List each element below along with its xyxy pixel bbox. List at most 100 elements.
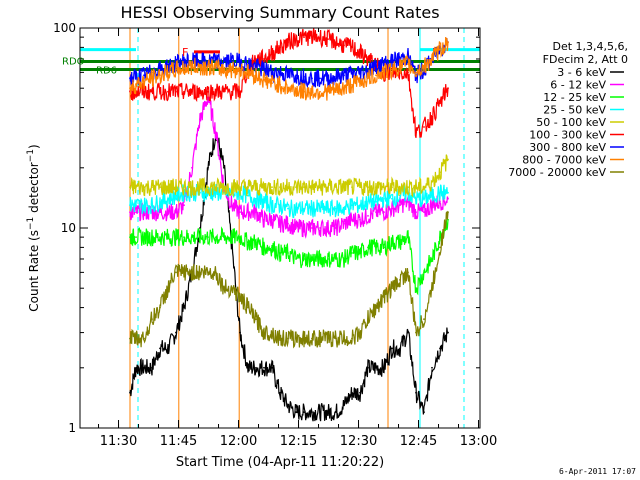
data-point [255, 211, 257, 214]
data-point [143, 74, 145, 77]
data-point [295, 38, 297, 41]
data-point [271, 331, 273, 334]
data-point [303, 207, 305, 210]
data-point [359, 52, 361, 54]
data-point [287, 74, 289, 77]
data-point [143, 186, 145, 189]
data-point [223, 186, 225, 189]
data-point [271, 218, 273, 221]
data-point [215, 186, 217, 189]
data-point [207, 166, 209, 169]
data-point [439, 236, 441, 239]
data-point [367, 214, 369, 217]
data-point [151, 204, 153, 207]
legend-entry-label: 50 - 100 keV [536, 116, 606, 129]
data-point [375, 246, 377, 249]
data-point [263, 246, 265, 249]
legend-entry-label: 25 - 50 keV [543, 104, 606, 117]
data-point [423, 411, 425, 414]
data-point [351, 391, 353, 394]
data-point [423, 271, 425, 274]
data-point [199, 186, 201, 189]
data-point [247, 366, 249, 369]
x-tick-label: 11:30 [100, 434, 137, 449]
data-point [129, 391, 131, 394]
data-point [263, 218, 265, 221]
data-point [207, 236, 209, 239]
data-point [279, 71, 281, 74]
data-point [129, 87, 131, 90]
data-point [287, 186, 289, 189]
y-axis-label-sup: −1 [26, 217, 36, 230]
data-point [255, 318, 257, 321]
data-point [327, 258, 329, 260]
data-point [175, 186, 177, 189]
data-point [207, 271, 209, 274]
data-point [231, 186, 233, 189]
series-12-25-kev [129, 218, 449, 296]
data-point [367, 68, 369, 71]
data-point [255, 366, 257, 369]
data-point [231, 60, 233, 63]
data-point [207, 186, 209, 189]
data-point [327, 337, 329, 340]
series-6-12-kev [129, 96, 449, 239]
data-point [343, 337, 345, 340]
data-point [319, 258, 321, 260]
data-point [183, 271, 185, 274]
data-point [319, 411, 321, 414]
data-point [183, 186, 185, 189]
data-point [287, 404, 289, 407]
data-point [207, 65, 209, 68]
data-point [151, 366, 153, 369]
data-point [375, 201, 377, 203]
data-point [383, 71, 385, 74]
x-tick-label: 12:00 [220, 434, 257, 449]
data-point [359, 71, 361, 74]
data-point [159, 74, 161, 77]
data-point [129, 337, 131, 340]
y-axis-label-sup2: −1 [26, 149, 36, 162]
data-point [287, 207, 289, 210]
series-100-300-kev [129, 28, 449, 139]
data-point [351, 204, 353, 207]
data-point [431, 366, 433, 369]
data-point [191, 166, 193, 169]
data-point [129, 186, 131, 189]
data-point [383, 197, 385, 200]
data-point [431, 204, 433, 207]
data-point [159, 90, 161, 93]
data-point [175, 90, 177, 93]
data-point [335, 337, 337, 340]
data-point [351, 186, 353, 189]
data-point [167, 197, 169, 200]
x-tick-label: 12:30 [340, 434, 377, 449]
data-point [359, 80, 361, 83]
data-point [263, 68, 265, 71]
y-axis-label: Count Rate (s−1 detector−1) [26, 144, 41, 311]
data-point [327, 186, 329, 189]
data-point [231, 68, 233, 71]
data-point [367, 318, 369, 321]
data-point [287, 222, 289, 225]
data-point [287, 87, 289, 90]
data-point [327, 77, 329, 80]
data-point [151, 236, 153, 239]
data-point [255, 65, 257, 68]
data-point [175, 271, 177, 274]
series-7000-20000-kev [129, 210, 449, 349]
data-point [223, 68, 225, 71]
data-point [439, 48, 441, 51]
data-point [175, 211, 177, 214]
data-point [311, 227, 313, 229]
data-point [151, 90, 153, 93]
data-point [263, 366, 265, 369]
data-point [343, 74, 345, 77]
data-point [423, 126, 425, 128]
data-point [295, 89, 297, 91]
data-point [151, 186, 153, 189]
data-point [335, 75, 337, 78]
data-point [159, 306, 161, 309]
data-point [391, 68, 393, 71]
data-point [129, 236, 131, 239]
